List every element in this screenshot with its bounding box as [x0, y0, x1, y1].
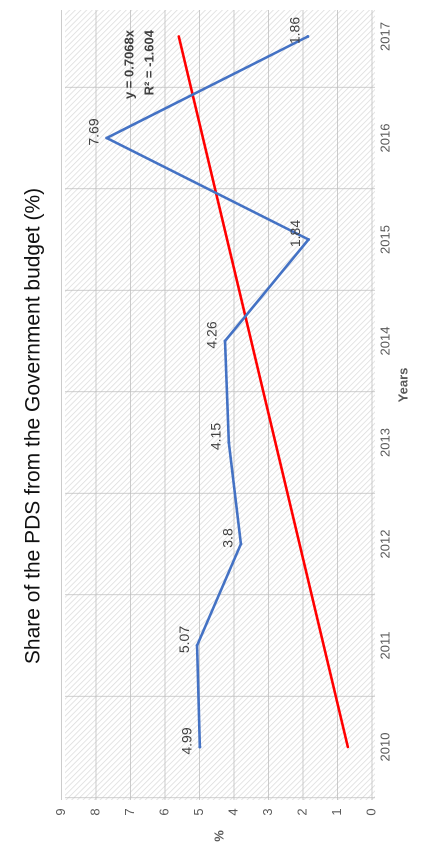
category-tick-2017: 2017: [377, 22, 392, 51]
data-label-2012: 3.8: [220, 528, 236, 548]
chart-title: Share of the PDS from the Government bud…: [22, 188, 45, 664]
value-tick-6: 6: [156, 808, 171, 815]
data-label-2014: 4.26: [204, 321, 220, 348]
series-line-0: [105, 35, 310, 748]
data-label-2013: 4.15: [208, 423, 224, 450]
category-tick-2014: 2014: [377, 327, 392, 356]
value-tick-4: 4: [225, 808, 240, 815]
value-tick-9: 9: [53, 808, 68, 815]
value-tick-7: 7: [122, 808, 137, 815]
value-tick-5: 5: [191, 808, 206, 815]
data-point-2017: [306, 35, 310, 38]
value-tick-3: 3: [260, 808, 275, 815]
data-label-2010: 4.99: [179, 727, 195, 754]
data-label-2015: 1.84: [287, 220, 303, 247]
axis-ticks: 0 1 2 3 4 5 6 7 8 9 2010 2011 2012 2013 2014 2015 2016 20…: [53, 22, 393, 816]
trendline-equation: y = 0.7068x: [121, 29, 136, 99]
value-tick-8: 8: [87, 808, 102, 815]
category-tick-2010: 2010: [377, 733, 392, 762]
data-point-2014: [223, 339, 227, 343]
data-point-2012: [239, 542, 243, 546]
plot-area: [65, 10, 375, 800]
value-tick-2: 2: [294, 808, 309, 815]
category-tick-2015: 2015: [377, 225, 392, 254]
data-point-2011: [195, 644, 199, 647]
y-axis-title: %: [211, 830, 226, 842]
data-labels: 4.99 5.07 3.8 4.15 4.26 1.84 7.69 1.86: [85, 17, 303, 755]
category-tick-2011: 2011: [377, 632, 392, 660]
trendline: [177, 35, 350, 749]
category-tick-2016: 2016: [377, 124, 392, 153]
value-tick-1: 1: [329, 808, 344, 815]
x-axis-title: Years: [395, 368, 410, 403]
trendline-layer: [177, 35, 350, 749]
category-tick-2013: 2013: [377, 428, 392, 457]
data-point-2015: [307, 238, 311, 241]
trendline-r-squared: R² = -1.604: [141, 29, 156, 95]
value-tick-0: 0: [363, 808, 378, 815]
data-point-2010: [198, 745, 202, 749]
data-label-2017: 1.86: [287, 17, 303, 44]
data-point-2013: [227, 441, 231, 444]
data-point-2016: [105, 136, 109, 140]
category-tick-2012: 2012: [377, 530, 392, 559]
series-layer: [105, 35, 311, 749]
data-label-2011: 5.07: [176, 626, 192, 653]
data-label-2016: 7.69: [85, 118, 101, 145]
